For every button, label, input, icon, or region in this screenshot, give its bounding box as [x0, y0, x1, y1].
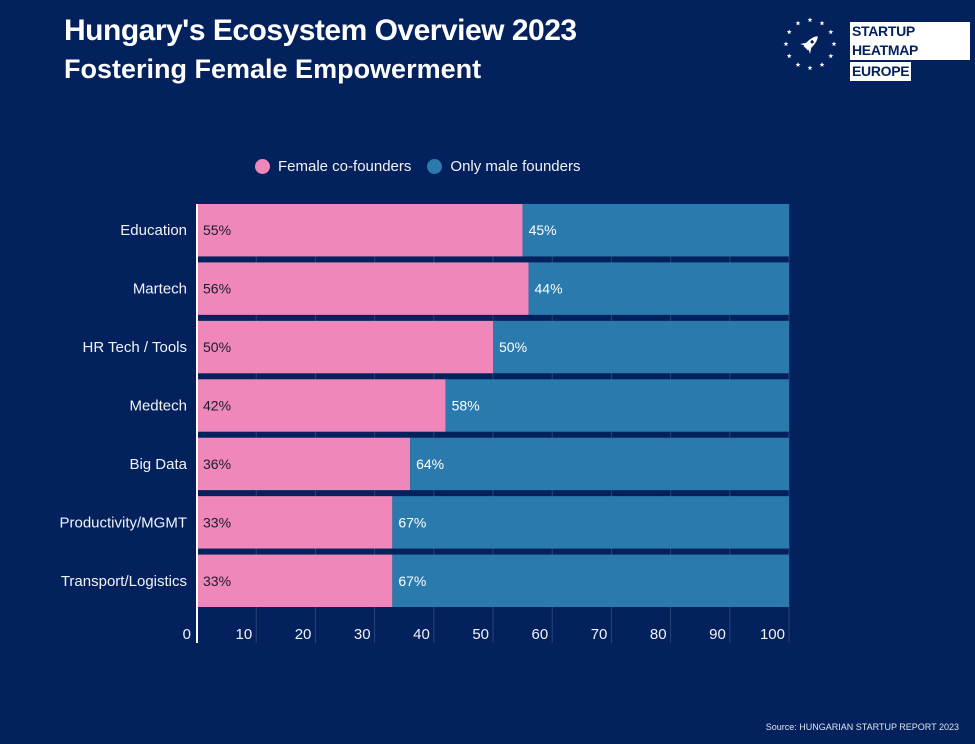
- category-label: Medtech: [129, 398, 187, 415]
- bar-male: [410, 437, 789, 491]
- x-tick-label: 70: [591, 626, 608, 643]
- logo-star: [807, 17, 813, 23]
- brand-name-line2: EUROPE: [850, 62, 912, 81]
- brand-logo: STARTUP HEATMAP EUROPE: [780, 14, 970, 81]
- category-label: Big Data: [129, 456, 187, 473]
- x-tick-label: 80: [650, 626, 667, 643]
- data-label-female: 55%: [203, 222, 231, 238]
- data-label-male: 58%: [452, 398, 480, 414]
- data-label-male: 67%: [398, 573, 426, 589]
- chart-legend: Female co-founders Only male founders: [255, 158, 596, 175]
- source-note: Source: HUNGARIAN STARTUP REPORT 2023: [765, 722, 959, 732]
- bar-female: [197, 437, 411, 491]
- logo-star: [786, 53, 792, 59]
- rocket-in-star-ring-icon: [783, 17, 837, 71]
- brand-name-line1: STARTUP HEATMAP: [850, 22, 970, 60]
- legend-label-male: Only male founders: [450, 158, 581, 175]
- data-label-female: 33%: [203, 514, 231, 530]
- category-label: HR Tech / Tools: [83, 339, 188, 356]
- x-tick-label: 40: [413, 626, 430, 643]
- bar-female: [197, 204, 523, 257]
- logo-star: [819, 62, 825, 67]
- data-label-male: 64%: [416, 456, 444, 472]
- category-label: Martech: [133, 281, 187, 298]
- legend-swatch-female: [255, 159, 270, 174]
- bar-male: [528, 262, 789, 315]
- chart-title: Hungary's Ecosystem Overview 2023: [64, 14, 577, 47]
- x-tick-label: 60: [532, 626, 549, 643]
- bar-female: [197, 320, 493, 374]
- data-label-male: 44%: [535, 281, 563, 297]
- logo-star: [795, 62, 801, 67]
- x-tick-label: 10: [236, 626, 253, 643]
- data-label-male: 45%: [529, 222, 557, 238]
- x-tick-label: 20: [295, 626, 312, 643]
- chart-subtitle: Fostering Female Empowerment: [64, 54, 482, 84]
- x-tick-label: 0: [183, 626, 191, 643]
- bar-female: [197, 496, 393, 549]
- x-tick-label: 50: [472, 626, 489, 643]
- logo-star: [786, 29, 792, 35]
- category-label: Education: [120, 222, 187, 239]
- data-label-male: 50%: [499, 339, 527, 355]
- data-label-female: 42%: [203, 398, 231, 414]
- data-label-female: 56%: [203, 281, 231, 297]
- x-tick-label: 30: [354, 626, 371, 643]
- x-tick-label: 100: [760, 626, 785, 643]
- bar-male: [392, 554, 789, 607]
- logo-star: [828, 29, 834, 35]
- category-label: Productivity/MGMT: [59, 514, 187, 531]
- bar-female: [197, 262, 529, 315]
- data-label-male: 67%: [398, 514, 426, 530]
- bar-male: [392, 496, 789, 549]
- bar-male: [493, 320, 789, 374]
- bar-female: [197, 379, 446, 432]
- data-label-female: 50%: [203, 339, 231, 355]
- bar-male: [522, 204, 789, 257]
- logo-star: [828, 53, 834, 59]
- bar-male: [445, 379, 789, 432]
- data-label-female: 33%: [203, 573, 231, 589]
- logo-star: [819, 20, 825, 26]
- x-tick-label: 90: [709, 626, 726, 643]
- logo-star: [831, 41, 837, 47]
- legend-item-male: Only male founders: [427, 158, 580, 175]
- category-label: Transport/Logistics: [61, 573, 187, 590]
- bar-female: [197, 554, 393, 607]
- legend-label-female: Female co-founders: [278, 158, 412, 175]
- legend-item-female: Female co-founders: [255, 158, 411, 175]
- logo-star: [807, 65, 813, 71]
- logo-star: [783, 41, 789, 47]
- logo-star: [795, 20, 801, 26]
- legend-swatch-male: [427, 159, 443, 174]
- data-label-female: 36%: [203, 456, 231, 472]
